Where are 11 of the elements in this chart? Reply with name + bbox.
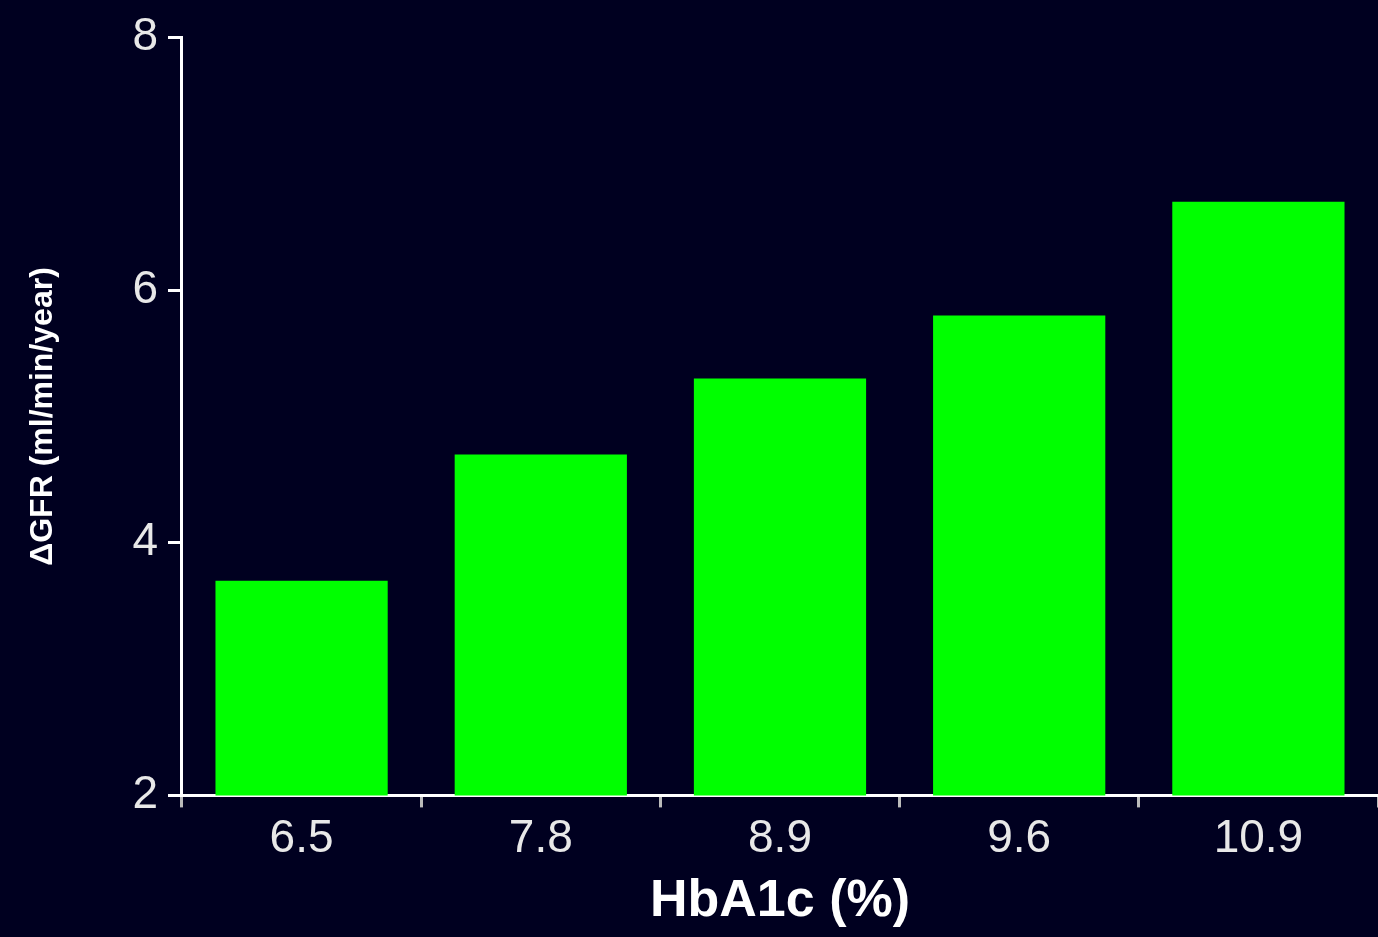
y-tick-label: 4 <box>132 513 158 566</box>
y-axis-title: ΔGFR (ml/min/year) <box>23 267 60 566</box>
x-tick-label: 7.8 <box>508 809 573 862</box>
y-tick-label: 2 <box>132 766 158 819</box>
x-axis-title: HbA1c (%) <box>649 869 911 928</box>
x-tick-label: 6.5 <box>269 809 334 862</box>
x-tick-label: 8.9 <box>748 809 812 862</box>
x-tick-label: 10.9 <box>1213 809 1304 862</box>
x-tick-label: 9.6 <box>987 809 1052 862</box>
y-tick-label: 8 <box>132 8 158 61</box>
y-tick-label: 6 <box>132 260 158 313</box>
